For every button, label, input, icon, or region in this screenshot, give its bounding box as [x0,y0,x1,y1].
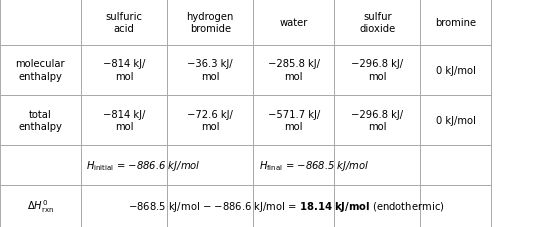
Bar [420,0,491,45]
Text: −285.8 kJ/
mol: −285.8 kJ/ mol [268,59,320,81]
Text: −296.8 kJ/
mol: −296.8 kJ/ mol [351,109,403,131]
Bar [167,145,253,185]
Text: −814 kJ/
mol: −814 kJ/ mol [103,59,145,81]
Text: −814 kJ/
mol: −814 kJ/ mol [103,109,145,131]
Bar [0,0,81,45]
Bar [253,0,334,45]
Bar [167,95,253,145]
Text: hydrogen
bromide: hydrogen bromide [187,12,234,34]
Bar [420,95,491,145]
Text: sulfuric
acid: sulfuric acid [105,12,143,34]
Text: sulfur
dioxide: sulfur dioxide [359,12,395,34]
Bar [253,95,334,145]
Bar [334,95,420,145]
Bar [81,145,167,185]
Bar [81,0,167,45]
Bar [81,95,167,145]
Text: 0 kJ/mol: 0 kJ/mol [436,115,476,125]
Bar [334,185,420,227]
Bar [253,145,334,185]
Bar [0,95,81,145]
Text: −36.3 kJ/
mol: −36.3 kJ/ mol [187,59,233,81]
Bar [334,0,420,45]
Text: $\Delta H^0_{\mathrm{rxn}}$: $\Delta H^0_{\mathrm{rxn}}$ [27,198,54,214]
Text: $H_{\mathrm{initial}}$ = −886.6 kJ/mol: $H_{\mathrm{initial}}$ = −886.6 kJ/mol [86,158,201,172]
Text: −296.8 kJ/
mol: −296.8 kJ/ mol [351,59,403,81]
Bar [420,145,491,185]
Text: −868.5 kJ/mol − −886.6 kJ/mol = $\mathbf{18.14\ kJ/mol}$ (endothermic): −868.5 kJ/mol − −886.6 kJ/mol = $\mathbf… [128,199,444,213]
Bar [167,0,253,45]
Bar [167,185,253,227]
Bar [253,185,334,227]
Bar [0,185,81,227]
Text: −72.6 kJ/
mol: −72.6 kJ/ mol [187,109,233,131]
Bar [334,45,420,95]
Text: molecular
enthalpy: molecular enthalpy [16,59,65,81]
Bar [334,145,420,185]
Text: −571.7 kJ/
mol: −571.7 kJ/ mol [268,109,320,131]
Bar [420,185,491,227]
Text: total
enthalpy: total enthalpy [19,109,62,131]
Bar [81,185,167,227]
Bar [167,45,253,95]
Bar [81,45,167,95]
Text: bromine: bromine [435,18,477,28]
Text: $H_{\mathrm{final}}$ = −868.5 kJ/mol: $H_{\mathrm{final}}$ = −868.5 kJ/mol [259,158,369,172]
Text: 0 kJ/mol: 0 kJ/mol [436,65,476,75]
Bar [0,145,81,185]
Bar [420,45,491,95]
Text: water: water [280,18,308,28]
Bar [0,45,81,95]
Bar [253,45,334,95]
